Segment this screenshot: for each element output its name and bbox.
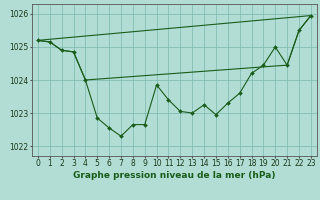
X-axis label: Graphe pression niveau de la mer (hPa): Graphe pression niveau de la mer (hPa) [73, 171, 276, 180]
